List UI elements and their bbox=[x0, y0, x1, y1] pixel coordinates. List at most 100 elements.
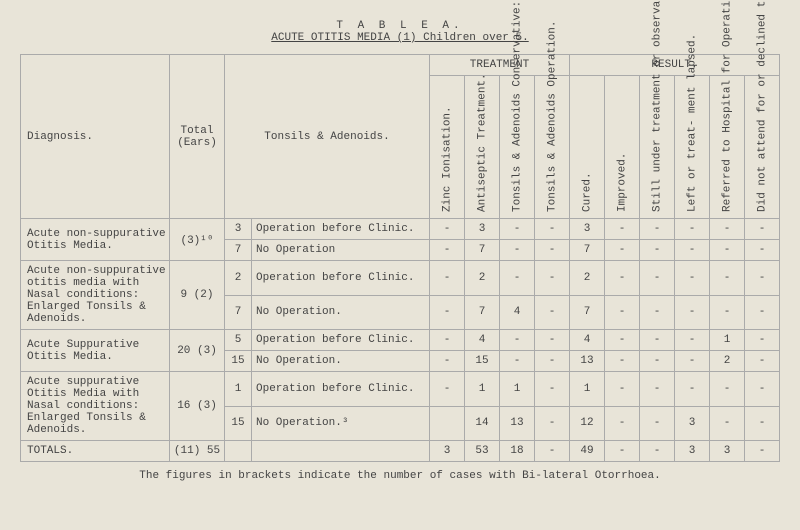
footnote: The figures in brackets indicate the num… bbox=[20, 470, 780, 482]
count-cell: 3 bbox=[225, 219, 252, 240]
table-subtitle: ACUTE OTITIS MEDIA (1) Children over 5. bbox=[271, 32, 528, 44]
data-cell: 13 bbox=[570, 351, 605, 372]
data-cell: - bbox=[605, 219, 640, 240]
totals-cell: - bbox=[535, 441, 570, 462]
data-cell: - bbox=[535, 330, 570, 351]
data-cell: - bbox=[605, 295, 640, 330]
data-cell: - bbox=[535, 351, 570, 372]
data-cell: - bbox=[605, 261, 640, 296]
totals-cell: 18 bbox=[500, 441, 535, 462]
totals-label: TOTALS. bbox=[21, 441, 170, 462]
title-block: T A B L E A. ACUTE OTITIS MEDIA (1) Chil… bbox=[20, 20, 780, 44]
vhead-4: Tonsils & Adenoids Operation. bbox=[535, 76, 570, 219]
vhead-7: Still under treatment or observation. bbox=[640, 76, 675, 219]
data-cell: - bbox=[500, 351, 535, 372]
data-cell: - bbox=[500, 261, 535, 296]
data-cell: - bbox=[675, 295, 710, 330]
data-cell: - bbox=[640, 240, 675, 261]
totals-total: (11) 55 bbox=[170, 441, 225, 462]
table-title: T A B L E A. bbox=[336, 20, 463, 32]
data-cell: 3 bbox=[570, 219, 605, 240]
data-cell: 7 bbox=[570, 295, 605, 330]
data-cell: 2 bbox=[570, 261, 605, 296]
data-cell: 4 bbox=[465, 330, 500, 351]
data-cell: - bbox=[535, 240, 570, 261]
data-cell: 15 bbox=[465, 351, 500, 372]
data-cell: - bbox=[535, 261, 570, 296]
data-cell: 13 bbox=[500, 406, 535, 441]
diagnosis-cell: Acute suppurative Otitis Media with Nasa… bbox=[21, 372, 170, 441]
data-cell: - bbox=[535, 406, 570, 441]
data-cell: 12 bbox=[570, 406, 605, 441]
header-diagnosis: Diagnosis. bbox=[21, 55, 170, 219]
data-cell: - bbox=[710, 406, 745, 441]
data-cell: 14 bbox=[465, 406, 500, 441]
totals-cell: 49 bbox=[570, 441, 605, 462]
desc-cell: Operation before Clinic. bbox=[252, 372, 430, 407]
vhead-9: Referred to Hospital for Operation. bbox=[710, 76, 745, 219]
data-cell: - bbox=[535, 295, 570, 330]
data-cell: - bbox=[675, 330, 710, 351]
total-cell: 16 (3) bbox=[170, 372, 225, 441]
data-cell: - bbox=[675, 219, 710, 240]
data-cell: - bbox=[745, 330, 780, 351]
data-cell: 3 bbox=[675, 406, 710, 441]
data-cell: 1 bbox=[710, 330, 745, 351]
desc-cell: Operation before Clinic. bbox=[252, 261, 430, 296]
data-cell: - bbox=[605, 240, 640, 261]
data-cell: - bbox=[640, 372, 675, 407]
data-cell: - bbox=[430, 330, 465, 351]
blank-cell bbox=[252, 441, 430, 462]
header-tonsils: Tonsils & Adenoids. bbox=[225, 55, 430, 219]
data-cell: - bbox=[745, 261, 780, 296]
data-cell: - bbox=[430, 351, 465, 372]
desc-cell: No Operation.³ bbox=[252, 406, 430, 441]
total-cell: 9 (2) bbox=[170, 261, 225, 330]
totals-cell: 3 bbox=[710, 441, 745, 462]
data-cell: 7 bbox=[570, 240, 605, 261]
total-cell: (3)¹⁰ bbox=[170, 219, 225, 261]
data-cell: - bbox=[745, 219, 780, 240]
data-cell: 2 bbox=[465, 261, 500, 296]
data-cell: - bbox=[535, 372, 570, 407]
data-cell: - bbox=[640, 351, 675, 372]
data-cell: 4 bbox=[500, 295, 535, 330]
data-cell: - bbox=[710, 372, 745, 407]
data-cell: - bbox=[500, 330, 535, 351]
data-cell: - bbox=[500, 219, 535, 240]
data-table: Diagnosis. Total (Ears) Tonsils & Adenoi… bbox=[20, 54, 780, 462]
data-cell: 3 bbox=[465, 219, 500, 240]
vhead-3: Tonsils & Adenoids Conservative: Nasal D… bbox=[500, 76, 535, 219]
data-cell: 7 bbox=[465, 240, 500, 261]
totals-cell: 3 bbox=[430, 441, 465, 462]
total-cell: 20 (3) bbox=[170, 330, 225, 372]
data-cell: - bbox=[745, 240, 780, 261]
blank-cell bbox=[225, 441, 252, 462]
data-cell: - bbox=[745, 351, 780, 372]
vhead-5: Cured. bbox=[570, 76, 605, 219]
data-cell: - bbox=[710, 295, 745, 330]
data-cell: 7 bbox=[465, 295, 500, 330]
data-cell: - bbox=[430, 372, 465, 407]
data-cell: - bbox=[675, 261, 710, 296]
data-cell: 1 bbox=[465, 372, 500, 407]
data-cell: - bbox=[710, 261, 745, 296]
data-cell: - bbox=[640, 406, 675, 441]
data-cell: 4 bbox=[570, 330, 605, 351]
data-cell: 1 bbox=[570, 372, 605, 407]
data-cell: - bbox=[640, 330, 675, 351]
data-cell bbox=[430, 406, 465, 441]
desc-cell: Operation before Clinic. bbox=[252, 219, 430, 240]
data-cell: - bbox=[745, 372, 780, 407]
data-cell: - bbox=[605, 406, 640, 441]
vhead-8: Left or treat- ment lapsed. bbox=[675, 76, 710, 219]
data-cell: - bbox=[430, 261, 465, 296]
data-cell: - bbox=[675, 240, 710, 261]
data-cell: - bbox=[745, 295, 780, 330]
data-cell: - bbox=[535, 219, 570, 240]
count-cell: 2 bbox=[225, 261, 252, 296]
count-cell: 15 bbox=[225, 406, 252, 441]
diagnosis-cell: Acute non-suppurative otitis media with … bbox=[21, 261, 170, 330]
data-cell: - bbox=[640, 261, 675, 296]
totals-cell: - bbox=[745, 441, 780, 462]
